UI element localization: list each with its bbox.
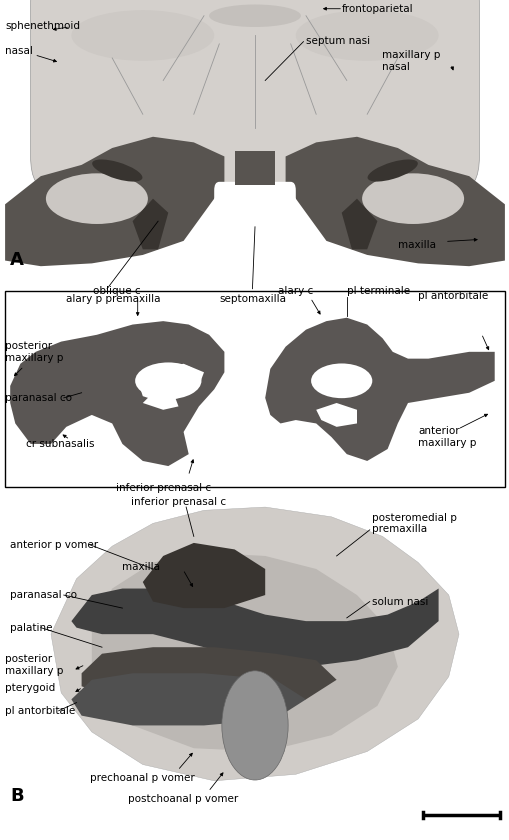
Text: oblique c: oblique c	[93, 286, 141, 296]
Text: pterygoid: pterygoid	[5, 683, 55, 693]
Polygon shape	[143, 393, 178, 410]
Text: pl terminale: pl terminale	[346, 286, 409, 296]
Text: frontoparietal: frontoparietal	[341, 3, 412, 13]
Polygon shape	[81, 647, 336, 706]
Text: inferior prenasal c: inferior prenasal c	[131, 497, 225, 507]
Text: pl antorbitale: pl antorbitale	[417, 291, 488, 301]
Text: nasal: nasal	[5, 46, 33, 56]
Ellipse shape	[92, 160, 142, 181]
Text: inferior prenasal c: inferior prenasal c	[116, 483, 210, 493]
Ellipse shape	[209, 4, 300, 27]
Text: paranasal co: paranasal co	[5, 393, 72, 403]
Text: maxilla: maxilla	[122, 562, 160, 572]
Text: maxillary p
nasal: maxillary p nasal	[382, 50, 440, 71]
Text: cr subnasalis: cr subnasalis	[25, 439, 94, 449]
FancyBboxPatch shape	[214, 181, 295, 269]
Text: alary p premaxilla: alary p premaxilla	[66, 294, 160, 304]
Polygon shape	[143, 543, 265, 608]
Text: prechoanal p vomer: prechoanal p vomer	[90, 773, 195, 783]
Bar	[0, 497, 509, 823]
Text: posteromedial p
premaxilla: posteromedial p premaxilla	[372, 512, 456, 534]
Text: alary c: alary c	[277, 286, 313, 296]
Polygon shape	[92, 553, 397, 752]
Polygon shape	[341, 198, 377, 249]
Bar	[0, 2, 509, 283]
Text: paranasal co: paranasal co	[10, 590, 77, 600]
Polygon shape	[265, 318, 494, 461]
Ellipse shape	[71, 10, 214, 60]
Ellipse shape	[361, 173, 463, 224]
Text: postchoanal p vomer: postchoanal p vomer	[128, 794, 238, 804]
Polygon shape	[137, 364, 204, 403]
Polygon shape	[51, 507, 458, 781]
Text: posterior
maxillary p: posterior maxillary p	[5, 341, 63, 363]
Polygon shape	[5, 137, 224, 266]
Ellipse shape	[310, 364, 372, 398]
Polygon shape	[316, 403, 356, 427]
Polygon shape	[132, 198, 168, 249]
Polygon shape	[71, 674, 305, 726]
Text: septomaxilla: septomaxilla	[219, 294, 286, 304]
Bar	[234, 151, 275, 185]
Text: posterior
maxillary p: posterior maxillary p	[5, 654, 63, 676]
Polygon shape	[10, 321, 224, 466]
Text: solum nasi: solum nasi	[372, 596, 428, 606]
Ellipse shape	[367, 160, 417, 181]
Bar	[5, 291, 504, 487]
Text: pl antorbitale: pl antorbitale	[5, 706, 75, 716]
Ellipse shape	[295, 10, 438, 60]
Text: anterior p vomer: anterior p vomer	[10, 539, 98, 549]
Text: B: B	[10, 787, 24, 806]
Ellipse shape	[135, 362, 201, 399]
Text: anterior
maxillary p: anterior maxillary p	[417, 426, 475, 448]
Text: maxilla: maxilla	[397, 240, 435, 250]
Text: A: A	[10, 251, 24, 269]
Circle shape	[221, 671, 288, 780]
Text: sphenethmoid: sphenethmoid	[5, 21, 80, 30]
FancyBboxPatch shape	[31, 0, 478, 190]
Text: septum nasi: septum nasi	[305, 36, 370, 46]
Polygon shape	[71, 589, 438, 667]
Polygon shape	[285, 137, 504, 266]
Text: palatine: palatine	[10, 622, 52, 633]
Ellipse shape	[46, 173, 148, 224]
